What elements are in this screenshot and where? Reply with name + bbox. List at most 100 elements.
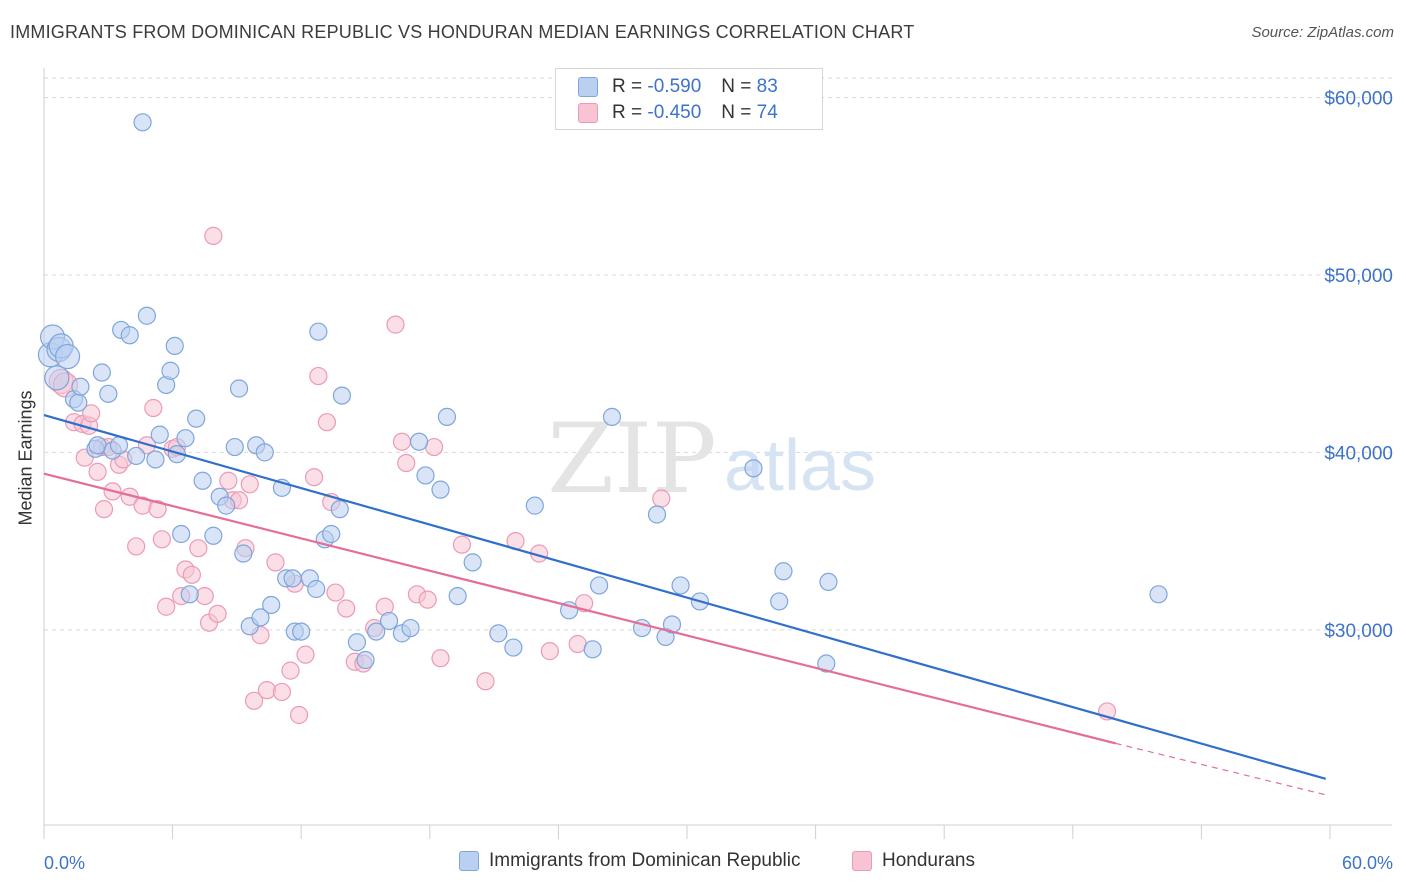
dominican-point <box>165 336 184 356</box>
r-label-dominican: R = <box>612 76 643 97</box>
dominican-point <box>251 608 270 627</box>
dominican-point <box>401 618 420 638</box>
n-label-hondurans: N = <box>721 102 752 123</box>
dominican-points <box>37 113 1168 673</box>
r-value-hondurans: -0.450 <box>647 102 702 123</box>
honduran-point <box>296 645 315 664</box>
legend-swatch-dominican <box>459 851 479 871</box>
y-tick-labels: $30,000 $40,000 $50,000 $60,000 <box>1324 88 1393 641</box>
honduran-point <box>431 649 450 668</box>
honduran-point <box>152 530 171 549</box>
dominican-point <box>744 459 763 478</box>
dominican-point <box>217 496 236 515</box>
honduran-point <box>452 535 472 554</box>
dominican-point <box>229 379 249 398</box>
dominican-point <box>431 480 450 499</box>
dominican-point <box>416 466 435 485</box>
honduran-point <box>337 599 356 618</box>
dominican-point <box>292 622 311 641</box>
dominican-point <box>332 386 352 405</box>
x-tick-label-max: 60.0% <box>1342 853 1393 873</box>
honduran-point <box>82 404 101 423</box>
x-tick-labels: 0.0% 60.0% <box>44 853 1393 873</box>
dominican-point <box>44 365 70 391</box>
dominican-point <box>504 638 523 657</box>
dominican-trend-line <box>43 414 1327 780</box>
n-value-hondurans: 74 <box>756 102 778 123</box>
honduran-point <box>476 672 495 691</box>
legend-swatch-hondurans <box>852 851 872 871</box>
dominican-point <box>193 471 212 490</box>
dominican-point <box>133 113 152 132</box>
bottom-legend: Immigrants from Dominican Republic Hondu… <box>0 850 1406 880</box>
n-label-dominican: N = <box>721 76 752 97</box>
honduran-point <box>157 597 176 616</box>
legend-item-hondurans[interactable]: Hondurans <box>852 850 975 872</box>
honduran-point <box>240 475 259 494</box>
dominican-point <box>819 572 838 592</box>
honduran-point <box>397 453 416 473</box>
legend-label-dominican: Immigrants from Dominican Republic <box>489 850 801 871</box>
dominican-point <box>409 432 429 451</box>
legend-label-hondurans: Hondurans <box>882 850 975 871</box>
honduran-point <box>144 398 163 418</box>
dominican-point <box>255 443 274 462</box>
x-tick-label-min: 0.0% <box>44 853 85 873</box>
y-tick-label-1: $40,000 <box>1324 443 1393 464</box>
watermark-zip: ZIP <box>547 403 716 515</box>
dominican-point <box>283 569 302 588</box>
dominican-point <box>770 592 789 611</box>
dominican-point <box>448 586 467 606</box>
dominican-point <box>92 363 111 382</box>
dominican-point <box>817 654 836 673</box>
honduran-point <box>309 366 328 386</box>
dominican-point <box>322 524 341 544</box>
dominican-point <box>146 450 165 469</box>
honduran-point <box>304 468 324 487</box>
dominican-point <box>489 624 508 643</box>
honduran-point <box>272 682 292 702</box>
legend-item-dominican[interactable]: Immigrants from Dominican Republic <box>459 850 801 872</box>
source-label: Source: ZipAtlas.com <box>1251 24 1394 41</box>
honduran-point <box>195 586 214 606</box>
dominican-point <box>662 615 682 634</box>
dominican-point <box>356 650 375 670</box>
dominican-point <box>367 622 386 641</box>
honduran-point <box>540 642 559 661</box>
honduran-point <box>418 590 437 609</box>
dominican-point <box>109 436 129 455</box>
dominican-point <box>150 425 169 444</box>
n-value-dominican: 83 <box>756 76 778 97</box>
honduran-point <box>204 226 223 245</box>
r-value-dominican: -0.590 <box>647 76 702 97</box>
dominican-point <box>176 429 195 448</box>
dominican-point <box>1149 585 1168 604</box>
dominican-point <box>330 500 349 519</box>
honduran-trend-extension <box>1115 742 1326 796</box>
y-tick-label-0: $30,000 <box>1324 621 1393 642</box>
dominican-point <box>307 579 326 599</box>
dominican-point <box>671 576 690 595</box>
trend-lines <box>43 414 1327 796</box>
dominican-point <box>127 446 146 466</box>
r-label-hondurans: R = <box>612 102 643 123</box>
dominican-point <box>187 409 206 428</box>
dominican-point <box>647 505 667 524</box>
stats-row-hondurans: R = -0.450 N = 74 <box>578 101 778 125</box>
dominican-point <box>437 407 457 426</box>
dominican-point <box>262 595 281 615</box>
dominican-point <box>180 585 199 604</box>
chart-title: IMMIGRANTS FROM DOMINICAN REPUBLIC VS HO… <box>10 22 915 42</box>
honduran-point <box>326 583 345 602</box>
dominican-point <box>161 361 180 380</box>
dominican-point <box>234 544 253 563</box>
y-tick-label-3: $60,000 <box>1324 88 1393 109</box>
dominican-point <box>172 524 191 544</box>
dominican-point <box>204 526 223 545</box>
dominican-point <box>774 562 793 581</box>
y-tick-label-2: $50,000 <box>1324 266 1393 287</box>
honduran-trend-line <box>43 472 1116 745</box>
dominican-point <box>463 553 482 572</box>
dominican-point <box>525 496 544 515</box>
